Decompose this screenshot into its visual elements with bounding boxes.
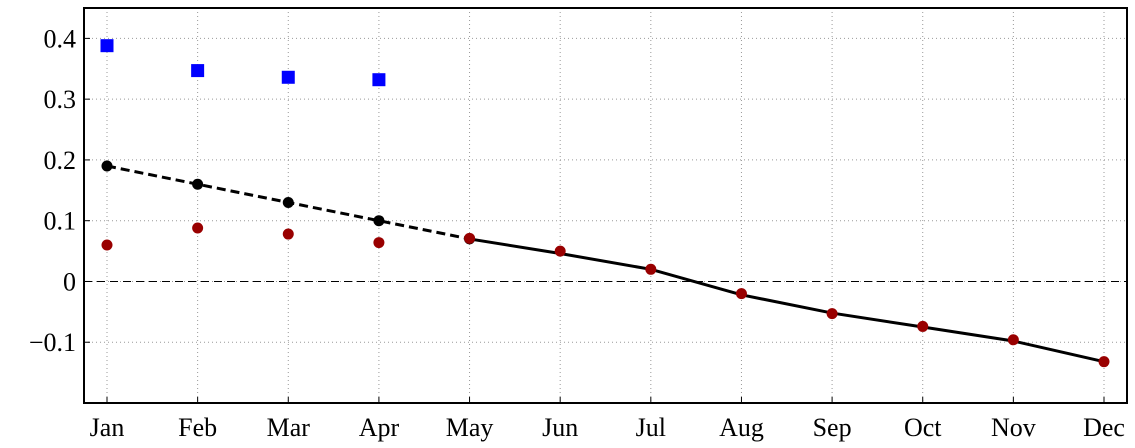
y-tick-label: 0 bbox=[63, 267, 76, 296]
circle-marker bbox=[464, 232, 476, 244]
x-tick-label: Oct bbox=[904, 413, 942, 442]
circle-marker bbox=[101, 160, 113, 172]
circle-marker bbox=[1007, 334, 1019, 346]
y-tick-label: 0.4 bbox=[44, 24, 77, 53]
x-tick-label: Apr bbox=[359, 413, 400, 442]
circle-marker bbox=[735, 288, 747, 300]
plot-frame bbox=[83, 7, 1128, 404]
circle-marker bbox=[282, 196, 294, 208]
x-tick-label: Jun bbox=[542, 413, 578, 442]
y-tick-label: 0.3 bbox=[44, 85, 77, 114]
circle-marker bbox=[645, 263, 657, 275]
circle-marker bbox=[826, 308, 838, 320]
circle-marker bbox=[1098, 356, 1110, 368]
circle-marker bbox=[373, 237, 385, 249]
y-tick-label: 0.1 bbox=[44, 207, 77, 236]
x-tick-label: Dec bbox=[1083, 413, 1125, 442]
series-line bbox=[469, 237, 1105, 364]
y-tick-label: 0.2 bbox=[44, 146, 77, 175]
circle-marker bbox=[192, 178, 204, 190]
x-tick-label: Mar bbox=[267, 413, 311, 442]
x-tick-label: Feb bbox=[178, 413, 217, 442]
square-marker bbox=[281, 70, 295, 84]
circle-marker bbox=[554, 245, 566, 257]
square-marker bbox=[372, 73, 386, 87]
x-tick-label: Aug bbox=[719, 413, 764, 442]
circle-marker bbox=[101, 239, 113, 251]
x-tick-label: Jul bbox=[636, 413, 666, 442]
square-marker bbox=[100, 39, 114, 53]
square-marker bbox=[191, 64, 205, 78]
x-tick-label: Sep bbox=[813, 413, 852, 442]
circle-marker bbox=[917, 320, 929, 332]
y-tick-label: −0.1 bbox=[29, 328, 76, 357]
x-tick-label: Nov bbox=[991, 413, 1036, 442]
x-tick-label: May bbox=[446, 413, 494, 442]
circle-marker bbox=[373, 215, 385, 227]
circle-marker bbox=[282, 228, 294, 240]
circle-marker bbox=[192, 222, 204, 234]
x-tick-label: Jan bbox=[90, 413, 125, 442]
